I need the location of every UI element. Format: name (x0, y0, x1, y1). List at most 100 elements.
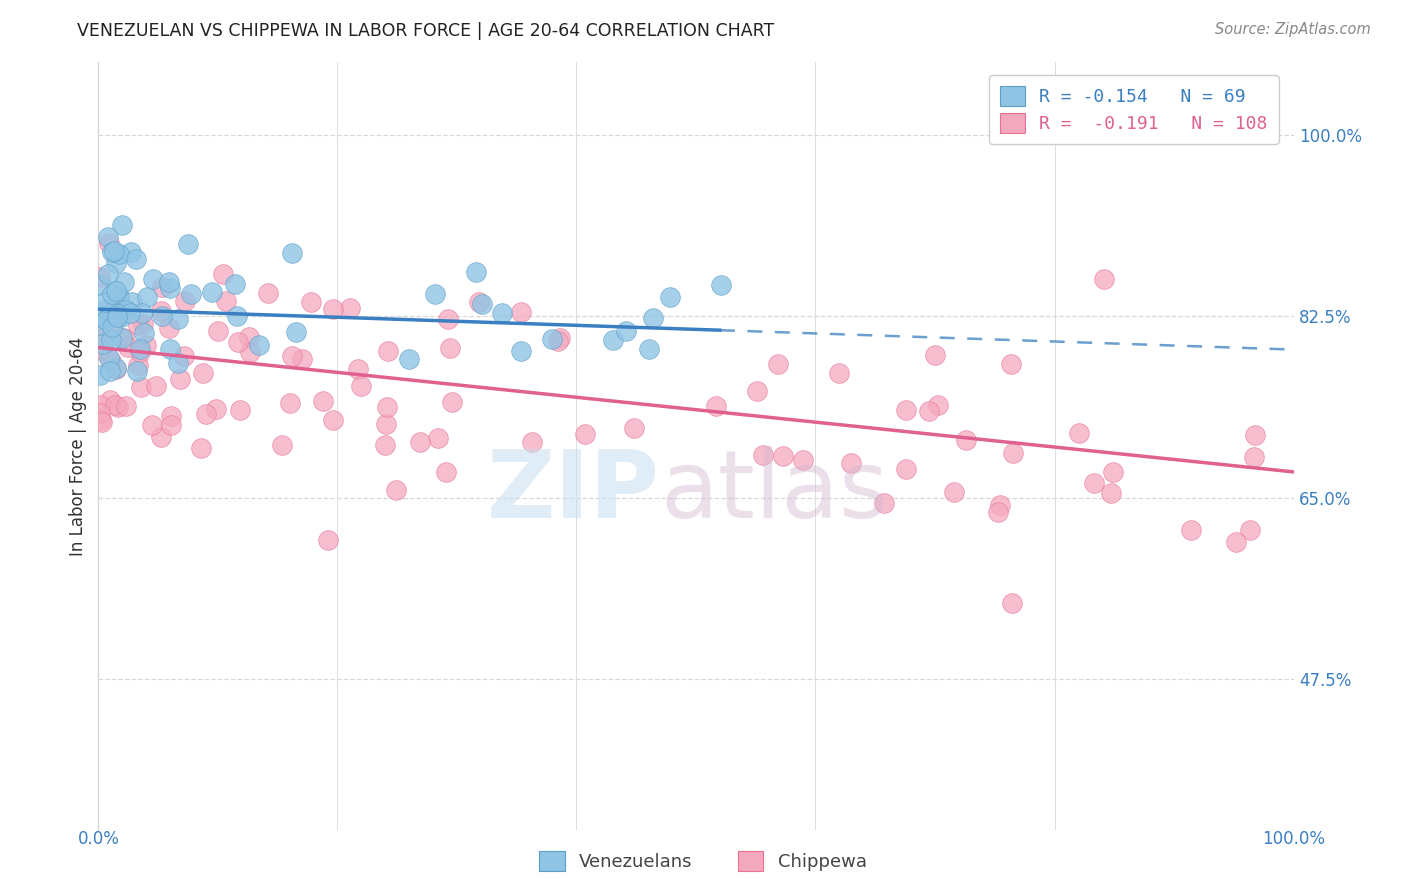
Point (157, 321, 180, 335)
Point (339, 301, 361, 315)
Point (710, 278, 733, 293)
Text: atlas: atlas (661, 446, 889, 538)
Point (704, 400, 727, 414)
Point (322, 301, 344, 316)
Point (169, 372, 191, 386)
Point (112, 331, 135, 345)
Point (103, 244, 125, 258)
Point (1092, 272, 1115, 286)
Point (101, 287, 124, 301)
Point (90, 318, 112, 332)
Point (142, 272, 165, 286)
Point (110, 218, 132, 232)
Point (398, 352, 420, 367)
Point (159, 343, 181, 357)
Point (541, 332, 564, 346)
Point (987, 505, 1010, 519)
Point (174, 293, 197, 308)
Point (1083, 475, 1105, 490)
Point (167, 355, 190, 369)
Point (177, 237, 200, 252)
Point (136, 290, 159, 304)
Point (125, 252, 148, 266)
Point (96, 313, 118, 327)
Text: Source: ZipAtlas.com: Source: ZipAtlas.com (1215, 22, 1371, 37)
Point (105, 310, 128, 324)
Point (510, 344, 533, 359)
Point (107, 400, 129, 414)
Point (89, 368, 111, 383)
Point (212, 267, 235, 281)
Point (115, 302, 138, 317)
Point (347, 361, 370, 376)
Point (89, 406, 111, 420)
Point (159, 281, 181, 295)
Point (768, 357, 790, 371)
Point (423, 287, 446, 301)
Point (97, 229, 120, 244)
Point (120, 306, 142, 320)
Point (150, 280, 173, 294)
Point (468, 294, 491, 309)
Point (873, 496, 896, 510)
Point (238, 330, 260, 344)
Point (117, 340, 139, 354)
Point (135, 338, 157, 352)
Point (125, 364, 148, 378)
Legend: Venezuelans, Chippewa: Venezuelans, Chippewa (533, 844, 873, 879)
Point (377, 343, 399, 358)
Point (120, 244, 142, 259)
Point (374, 417, 396, 431)
Point (97, 236, 120, 251)
Point (149, 430, 172, 444)
Point (101, 244, 124, 259)
Point (548, 331, 571, 345)
Point (107, 307, 129, 321)
Point (132, 317, 155, 331)
Point (173, 349, 195, 363)
Point (152, 310, 174, 324)
Point (509, 305, 531, 319)
Y-axis label: In Labor Force | Age 20-64: In Labor Force | Age 20-64 (69, 336, 87, 556)
Point (94, 302, 117, 317)
Point (108, 289, 131, 303)
Point (491, 305, 513, 319)
Point (239, 345, 262, 359)
Point (896, 403, 918, 417)
Point (204, 401, 226, 416)
Text: ZIP: ZIP (488, 446, 661, 538)
Point (90, 415, 112, 429)
Point (98, 392, 121, 407)
Text: 100.0%: 100.0% (1263, 830, 1324, 847)
Point (316, 533, 339, 547)
Point (127, 358, 149, 372)
Point (471, 297, 494, 311)
Point (131, 380, 153, 394)
Point (127, 318, 149, 333)
Point (574, 427, 596, 442)
Point (643, 311, 665, 326)
Point (918, 404, 941, 418)
Point (157, 275, 180, 289)
Point (112, 275, 135, 289)
Point (226, 334, 249, 349)
Point (89, 398, 111, 412)
Point (1067, 425, 1090, 440)
Point (100, 333, 122, 347)
Point (97, 267, 120, 281)
Point (281, 246, 304, 260)
Point (894, 462, 917, 476)
Point (281, 350, 304, 364)
Point (638, 343, 661, 357)
Point (141, 418, 163, 433)
Point (291, 351, 314, 366)
Point (278, 396, 301, 410)
Text: VENEZUELAN VS CHIPPEWA IN LABOR FORCE | AGE 20-64 CORRELATION CHART: VENEZUELAN VS CHIPPEWA IN LABOR FORCE | … (77, 22, 775, 40)
Point (105, 303, 128, 318)
Point (312, 394, 335, 409)
Point (97, 351, 120, 365)
Point (107, 247, 129, 261)
Point (110, 310, 132, 324)
Point (129, 345, 152, 359)
Point (520, 435, 543, 450)
